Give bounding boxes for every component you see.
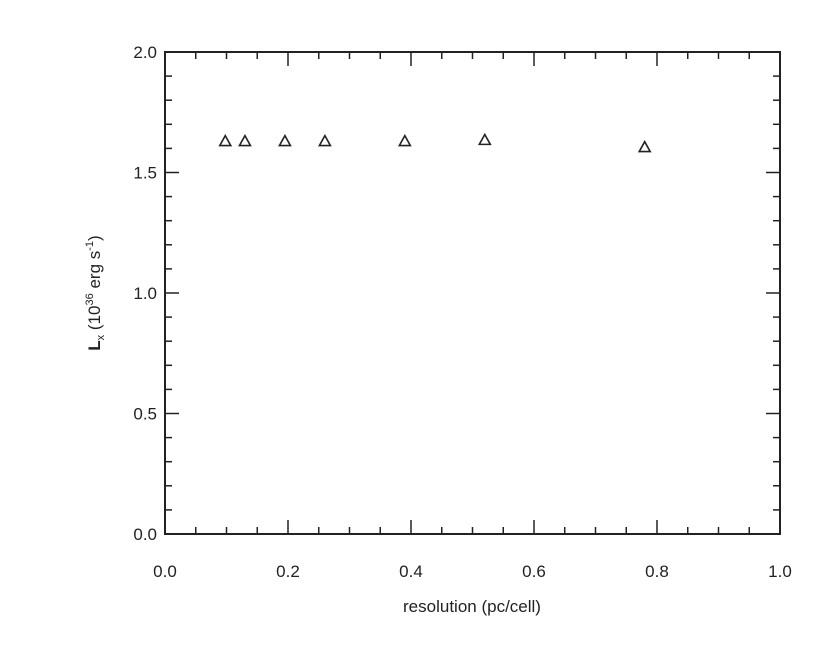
x-tick-label: 0.4 bbox=[399, 562, 423, 581]
data-point-triangle bbox=[278, 134, 292, 147]
y-label-exp: 36 bbox=[84, 293, 96, 305]
data-point-triangle bbox=[238, 134, 252, 147]
y-label-sub: x bbox=[95, 334, 107, 340]
y-label-unit-exp: -1 bbox=[84, 241, 96, 251]
x-axis-label: resolution (pc/cell) bbox=[403, 597, 541, 616]
y-label-paren-open: (10 bbox=[85, 306, 104, 335]
x-tick-label: 0.0 bbox=[153, 562, 177, 581]
x-tick-label: 0.6 bbox=[522, 562, 546, 581]
x-tick-label: 0.2 bbox=[276, 562, 300, 581]
axis-ticks bbox=[164, 51, 781, 535]
y-axis-label: Lx (1036 erg s-1) bbox=[84, 235, 107, 350]
y-tick-label: 1.0 bbox=[133, 284, 157, 303]
data-point-triangle bbox=[218, 134, 233, 147]
y-tick-label: 0.5 bbox=[133, 405, 157, 424]
data-points bbox=[218, 132, 652, 153]
x-tick-label: 1.0 bbox=[768, 562, 792, 581]
plot-frame bbox=[164, 51, 781, 535]
y-label-paren-close: ) bbox=[85, 235, 104, 241]
y-label-unit: erg s bbox=[85, 251, 104, 294]
x-tick-label: 0.8 bbox=[645, 562, 669, 581]
data-point-triangle bbox=[637, 140, 652, 153]
y-tick-label: 2.0 bbox=[133, 43, 157, 62]
y-tick-label: 1.5 bbox=[133, 164, 157, 183]
data-point-triangle bbox=[397, 134, 412, 147]
data-point-triangle bbox=[318, 134, 332, 147]
y-tick-label: 0.0 bbox=[133, 525, 157, 544]
axis-tick-labels: 0.0 0.2 0.4 0.6 0.8 1.0 0.0 0.5 1.0 1.5 2.0 bbox=[133, 43, 791, 581]
data-point-triangle bbox=[477, 132, 492, 146]
y-label-main: L bbox=[85, 340, 104, 350]
